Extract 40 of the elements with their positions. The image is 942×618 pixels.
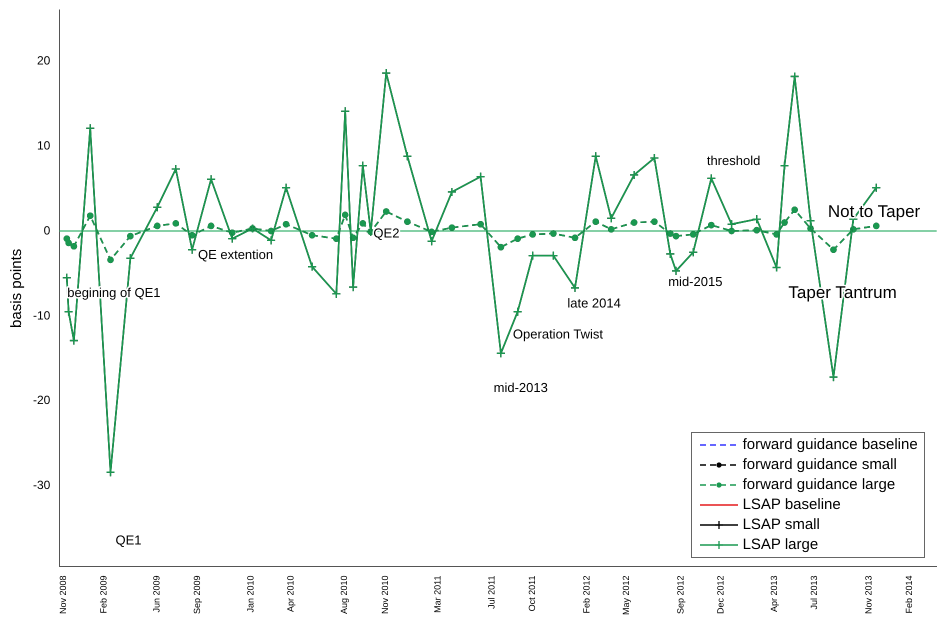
y-tick-label: -10 — [33, 308, 51, 322]
legend-label: LSAP small — [742, 515, 820, 536]
annotation: mid-2015 — [668, 274, 722, 289]
x-tick-label: Oct 2011 — [527, 575, 538, 612]
x-tick-label: Jun 2009 — [151, 575, 162, 613]
x-tick-label: Feb 2012 — [581, 575, 592, 614]
y-axis-title: basis points — [8, 248, 26, 328]
x-tick-label: Jul 2013 — [809, 575, 819, 610]
legend-label: forward guidance baseline — [742, 435, 918, 456]
annotation: Operation Twist — [512, 326, 604, 342]
x-tick-label: May 2012 — [621, 575, 632, 616]
annotation: Not to Taper — [828, 202, 921, 221]
y-tick-label: -30 — [33, 478, 51, 492]
legend-label: LSAP large — [742, 535, 818, 556]
annotation: QE1 — [115, 532, 142, 548]
x-tick-label: Nov 2013 — [863, 575, 874, 614]
legend-label: forward guidance small — [742, 455, 897, 476]
y-tick-label: -20 — [33, 393, 51, 408]
annotation: mid-2013 — [494, 380, 548, 396]
x-tick-label: Jan 2010 — [246, 575, 256, 613]
x-tick-label: Nov 2010 — [380, 575, 390, 614]
legend-label: forward guidance large — [742, 475, 896, 496]
y-tick-label: 0 — [44, 223, 51, 238]
annotation: QE extention — [198, 247, 274, 262]
x-tick-label: Jul 2011 — [486, 575, 497, 609]
annotation: threshold — [706, 153, 760, 168]
x-tick-label: Feb 2009 — [98, 575, 108, 614]
x-tick-label: Apr 2013 — [768, 575, 779, 612]
x-tick-label: Mar 2011 — [432, 575, 443, 613]
x-tick-label: Dec 2012 — [715, 575, 726, 614]
x-tick-label: Aug 2010 — [339, 575, 350, 614]
y-tick-label: 10 — [36, 138, 51, 152]
annotation: late 2014 — [567, 295, 621, 310]
x-tick-label: Apr 2010 — [285, 575, 296, 612]
x-tick-label: Nov 2008 — [58, 575, 68, 614]
legend-label: LSAP baseline — [742, 495, 841, 516]
x-tick-label: Feb 2014 — [904, 575, 914, 614]
x-tick-label: Sep 2009 — [192, 575, 202, 614]
y-tick-label: 20 — [36, 53, 51, 68]
x-tick-label: Sep 2012 — [675, 575, 686, 614]
